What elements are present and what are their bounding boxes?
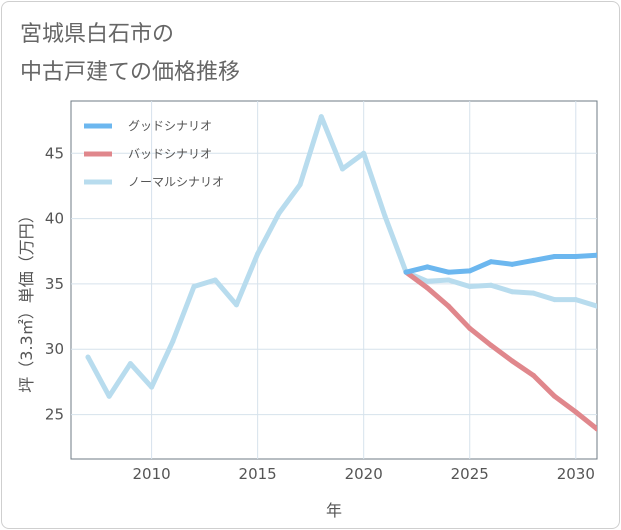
data-point-normal bbox=[233, 302, 239, 308]
data-point-normal bbox=[212, 277, 218, 283]
plot-area bbox=[70, 100, 598, 460]
data-point-good bbox=[467, 268, 473, 274]
title-line-1: 宮城県白石市の bbox=[20, 22, 175, 47]
data-point-normal bbox=[106, 393, 112, 399]
y-axis-label: 坪（3.3㎡）単価（万円） bbox=[17, 207, 36, 392]
data-point-normal bbox=[382, 213, 388, 219]
data-point-normal bbox=[85, 354, 91, 360]
series-line-bad bbox=[403, 269, 597, 432]
data-point-bad bbox=[573, 409, 579, 415]
y-tick-label: 40 bbox=[45, 210, 64, 228]
data-point-normal bbox=[467, 284, 473, 290]
data-point-bad bbox=[509, 358, 515, 364]
x-tick-label: 2025 bbox=[451, 465, 489, 483]
series-line-good bbox=[403, 252, 597, 275]
y-tick-label: 45 bbox=[45, 144, 64, 162]
data-point-normal bbox=[594, 303, 597, 309]
data-point-normal bbox=[191, 284, 197, 290]
x-tick-label: 2010 bbox=[133, 465, 171, 483]
data-point-good bbox=[446, 269, 452, 275]
data-point-normal bbox=[149, 384, 155, 390]
data-point-normal bbox=[276, 210, 282, 216]
data-point-normal bbox=[509, 289, 515, 295]
data-point-normal bbox=[127, 361, 133, 367]
data-point-normal bbox=[424, 278, 430, 284]
legend-label-normal: ノーマルシナリオ bbox=[128, 175, 224, 189]
data-point-good bbox=[509, 261, 515, 267]
legend-label-bad: バッドシナリオ bbox=[128, 147, 212, 161]
data-point-normal bbox=[361, 150, 367, 156]
x-axis-label: 年 bbox=[326, 501, 342, 520]
data-point-normal bbox=[339, 166, 345, 172]
data-point-normal bbox=[446, 277, 452, 283]
x-tick-label: 2020 bbox=[345, 465, 383, 483]
data-point-normal bbox=[318, 114, 324, 120]
x-tick-label: 2030 bbox=[557, 465, 595, 483]
data-point-good bbox=[530, 257, 536, 263]
data-point-good bbox=[424, 264, 430, 270]
data-point-good bbox=[552, 253, 558, 259]
data-point-bad bbox=[467, 325, 473, 331]
data-point-normal bbox=[530, 290, 536, 296]
x-tick-label: 2015 bbox=[239, 465, 277, 483]
data-point-normal bbox=[552, 297, 558, 303]
data-point-normal bbox=[255, 251, 261, 257]
data-point-bad bbox=[552, 393, 558, 399]
data-point-normal bbox=[573, 297, 579, 303]
data-point-bad bbox=[446, 303, 452, 309]
data-point-good bbox=[403, 269, 409, 275]
gridlines bbox=[71, 101, 597, 459]
data-point-normal bbox=[488, 282, 494, 288]
data-point-normal bbox=[297, 182, 303, 188]
data-point-bad bbox=[488, 342, 494, 348]
data-point-good bbox=[594, 252, 597, 258]
data-point-bad bbox=[424, 285, 430, 291]
data-point-good bbox=[573, 253, 579, 259]
legend-label-good: グッドシナリオ bbox=[128, 119, 212, 133]
data-point-good bbox=[488, 259, 494, 265]
y-tick-label: 30 bbox=[45, 340, 64, 358]
y-tick-label: 25 bbox=[45, 406, 64, 424]
page-title: 宮城県白石市の 中古戸建ての価格推移 bbox=[20, 16, 240, 92]
tick-labels: 2010 2015 2020 2025 2030 25 30 35 40 45 bbox=[45, 144, 595, 483]
y-tick-label: 35 bbox=[45, 275, 64, 293]
data-point-bad bbox=[530, 372, 536, 378]
title-line-2: 中古戸建ての価格推移 bbox=[20, 60, 241, 85]
data-point-bad bbox=[594, 426, 597, 432]
series-layer bbox=[85, 114, 597, 432]
data-point-normal bbox=[170, 338, 176, 344]
